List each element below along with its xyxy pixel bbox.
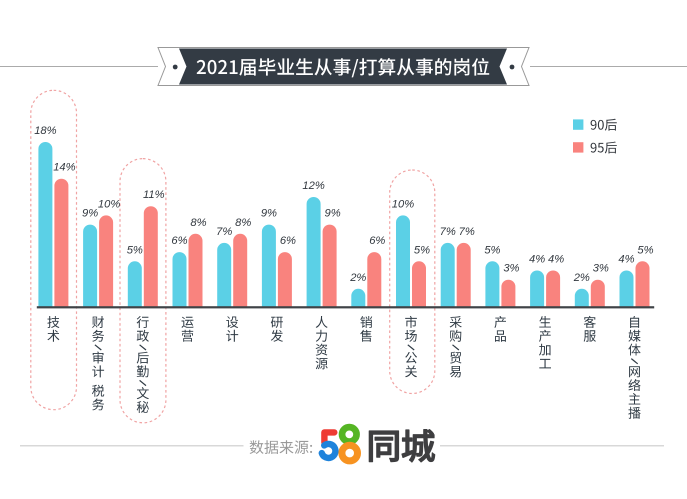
svg-text:14%: 14% [53,162,75,174]
svg-text:9%: 9% [261,208,277,220]
svg-text:5%: 5% [414,244,430,256]
svg-text:7%: 7% [459,226,475,238]
svg-text:6%: 6% [369,235,385,247]
svg-text:7%: 7% [216,226,232,238]
svg-text:11%: 11% [143,189,165,201]
svg-text:3%: 3% [593,263,609,275]
svg-text:18%: 18% [34,125,56,137]
svg-text:8%: 8% [235,217,251,229]
svg-text:5%: 5% [127,244,143,256]
svg-text:6%: 6% [171,235,187,247]
svg-text:4%: 4% [618,254,634,266]
svg-text:5%: 5% [484,244,500,256]
svg-text:9%: 9% [82,208,98,220]
svg-text:10%: 10% [98,198,120,210]
svg-text:9%: 9% [325,208,341,220]
svg-text:2%: 2% [349,272,366,284]
svg-text:5%: 5% [637,244,653,256]
svg-text:8%: 8% [190,217,206,229]
svg-text:4%: 4% [529,254,545,266]
svg-text:3%: 3% [503,263,519,275]
svg-text:12%: 12% [302,180,324,192]
svg-text:6%: 6% [280,235,296,247]
svg-text:7%: 7% [440,226,456,238]
svg-text:10%: 10% [392,198,414,210]
svg-text:2%: 2% [573,272,590,284]
svg-text:4%: 4% [548,254,564,266]
